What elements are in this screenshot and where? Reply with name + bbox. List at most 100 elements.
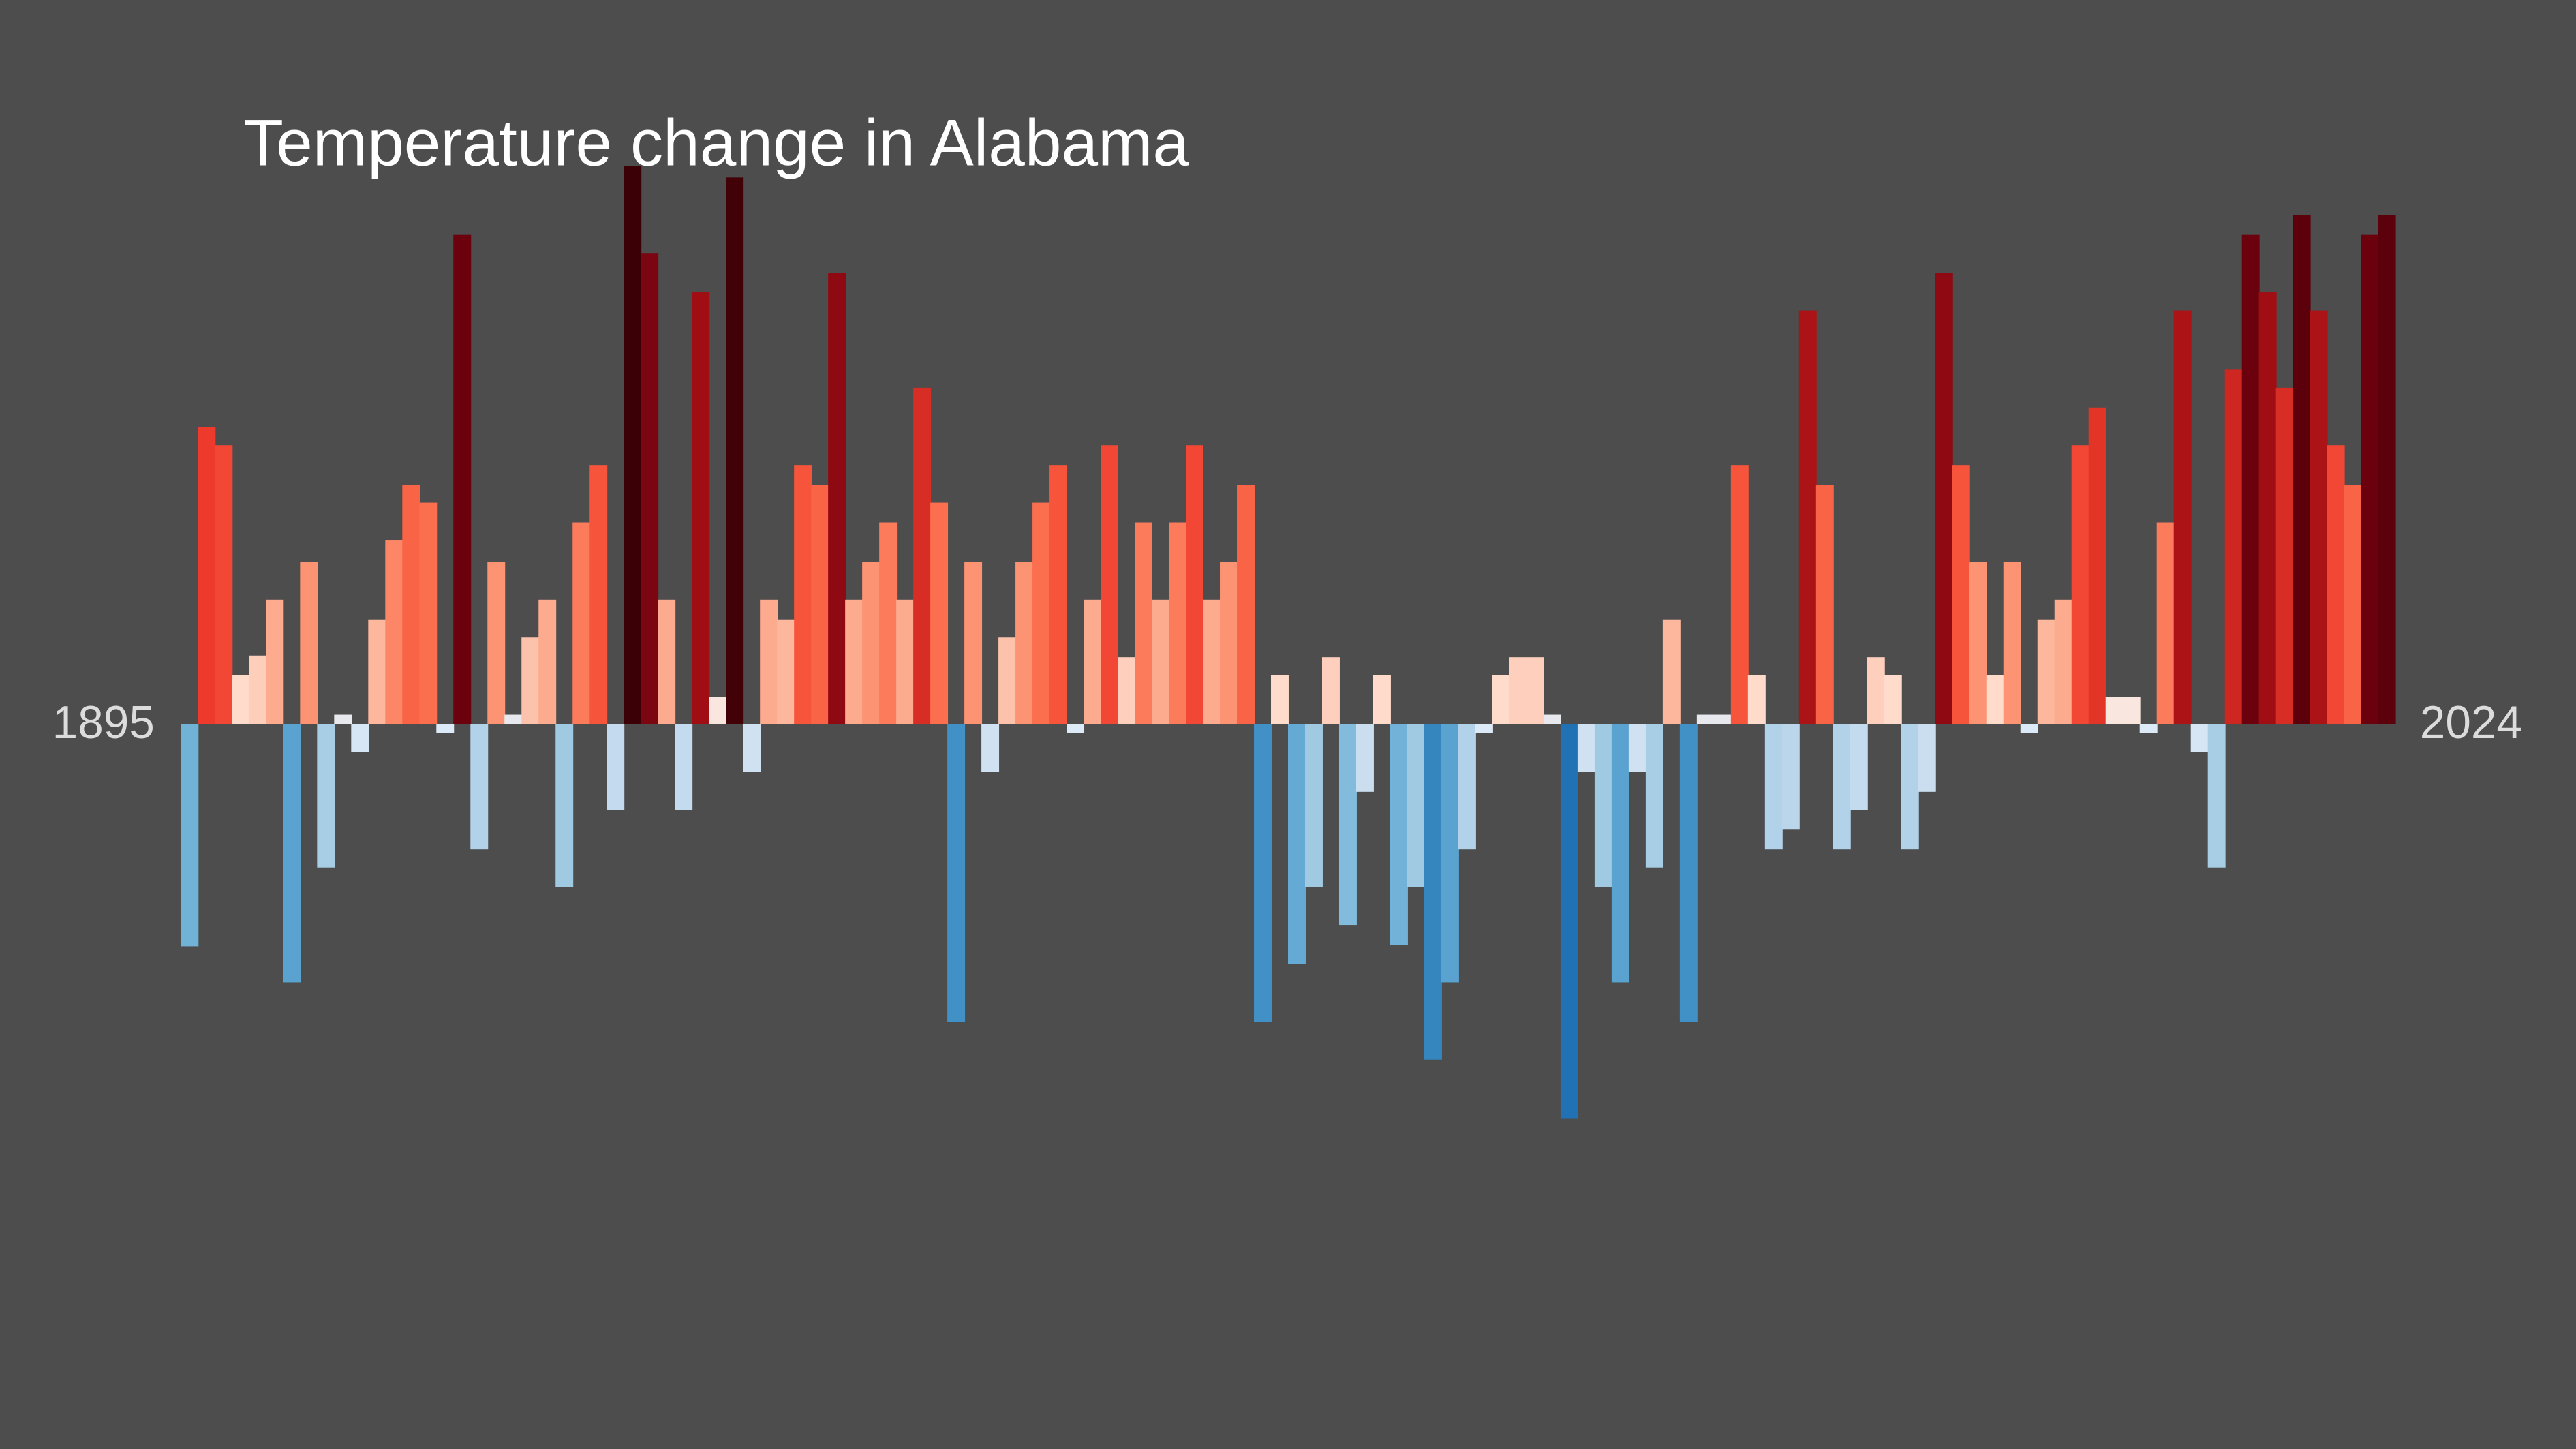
bar (1186, 445, 1203, 724)
bar (368, 619, 386, 724)
bar (930, 502, 949, 724)
bar (1560, 724, 1578, 1119)
x-tick-label: 1895 (52, 697, 155, 748)
bar (589, 465, 608, 724)
bar (726, 177, 744, 724)
bar (947, 724, 966, 1022)
bar (709, 697, 727, 724)
bar (2020, 724, 2038, 733)
bar (1373, 675, 1391, 724)
bar (641, 253, 659, 724)
bar (1679, 724, 1698, 1022)
bar (811, 485, 829, 724)
bar (1135, 522, 1153, 724)
bar (2122, 697, 2141, 724)
bar (215, 445, 233, 724)
bar (572, 522, 591, 724)
bar (1407, 724, 1425, 887)
bar (981, 724, 1000, 772)
bar (1492, 675, 1510, 724)
bar (1884, 675, 1902, 724)
bar (2054, 599, 2072, 724)
bar (1543, 714, 1561, 724)
bar (1390, 724, 1408, 945)
bar (1526, 657, 1544, 724)
bar (658, 599, 676, 724)
bar (555, 724, 574, 887)
bar (1424, 724, 1442, 1060)
bar (1798, 310, 1817, 725)
bar (998, 637, 1017, 724)
bar (2003, 562, 2021, 724)
bar (692, 292, 710, 724)
bar (1355, 724, 1374, 792)
bar (2224, 369, 2243, 724)
bar (964, 562, 983, 724)
bar (896, 599, 915, 724)
bar (1220, 562, 1238, 724)
bar (862, 562, 880, 724)
bar (845, 599, 863, 724)
bar (607, 724, 625, 810)
bar (2207, 724, 2226, 868)
bar (1475, 724, 1493, 733)
bar (1321, 657, 1340, 724)
bar (1049, 465, 1068, 724)
bar (470, 724, 489, 850)
bar (504, 714, 523, 724)
bar (521, 637, 540, 724)
bar (1015, 562, 1034, 724)
bar (2156, 522, 2175, 724)
bar (1952, 465, 1970, 724)
bar (402, 485, 420, 724)
bar (2071, 445, 2089, 724)
bar (453, 234, 472, 724)
bar (1969, 562, 1987, 724)
bar (2361, 234, 2379, 724)
bar (794, 465, 812, 724)
bar (1645, 724, 1663, 868)
bar (1918, 724, 1936, 792)
bar (1833, 724, 1851, 850)
x-tick-label: 2024 (2420, 697, 2522, 748)
bar (1203, 599, 1221, 724)
bar (1288, 724, 1306, 964)
bar (1986, 675, 2004, 724)
bar (2190, 724, 2209, 752)
bar (249, 655, 267, 724)
bar (1458, 724, 1476, 850)
bar (1713, 714, 1732, 724)
bar (1338, 724, 1357, 926)
chart-title: Temperature change in Alabama (243, 106, 1189, 179)
bar (1509, 657, 1527, 724)
bar (1815, 485, 1834, 724)
bar (2344, 485, 2362, 724)
bar (1611, 724, 1629, 983)
bar (1730, 465, 1749, 724)
bar (300, 562, 318, 724)
bar (777, 619, 795, 724)
bar (232, 675, 250, 724)
bar (743, 724, 761, 772)
bar (2088, 407, 2106, 724)
bar (2310, 310, 2328, 725)
bar (317, 724, 335, 868)
bar (1747, 675, 1766, 724)
bar (487, 562, 506, 724)
bar (419, 502, 438, 724)
bar (1764, 724, 1783, 850)
bar (436, 724, 455, 733)
bar (198, 427, 216, 724)
bar (538, 599, 557, 724)
bar (1594, 724, 1612, 887)
bar (266, 599, 284, 724)
bar (1867, 657, 1885, 724)
bar (1032, 502, 1051, 724)
bar (1118, 657, 1136, 724)
bar (181, 724, 199, 947)
bar (1304, 724, 1323, 887)
bar (1577, 724, 1595, 772)
bar (1152, 599, 1170, 724)
